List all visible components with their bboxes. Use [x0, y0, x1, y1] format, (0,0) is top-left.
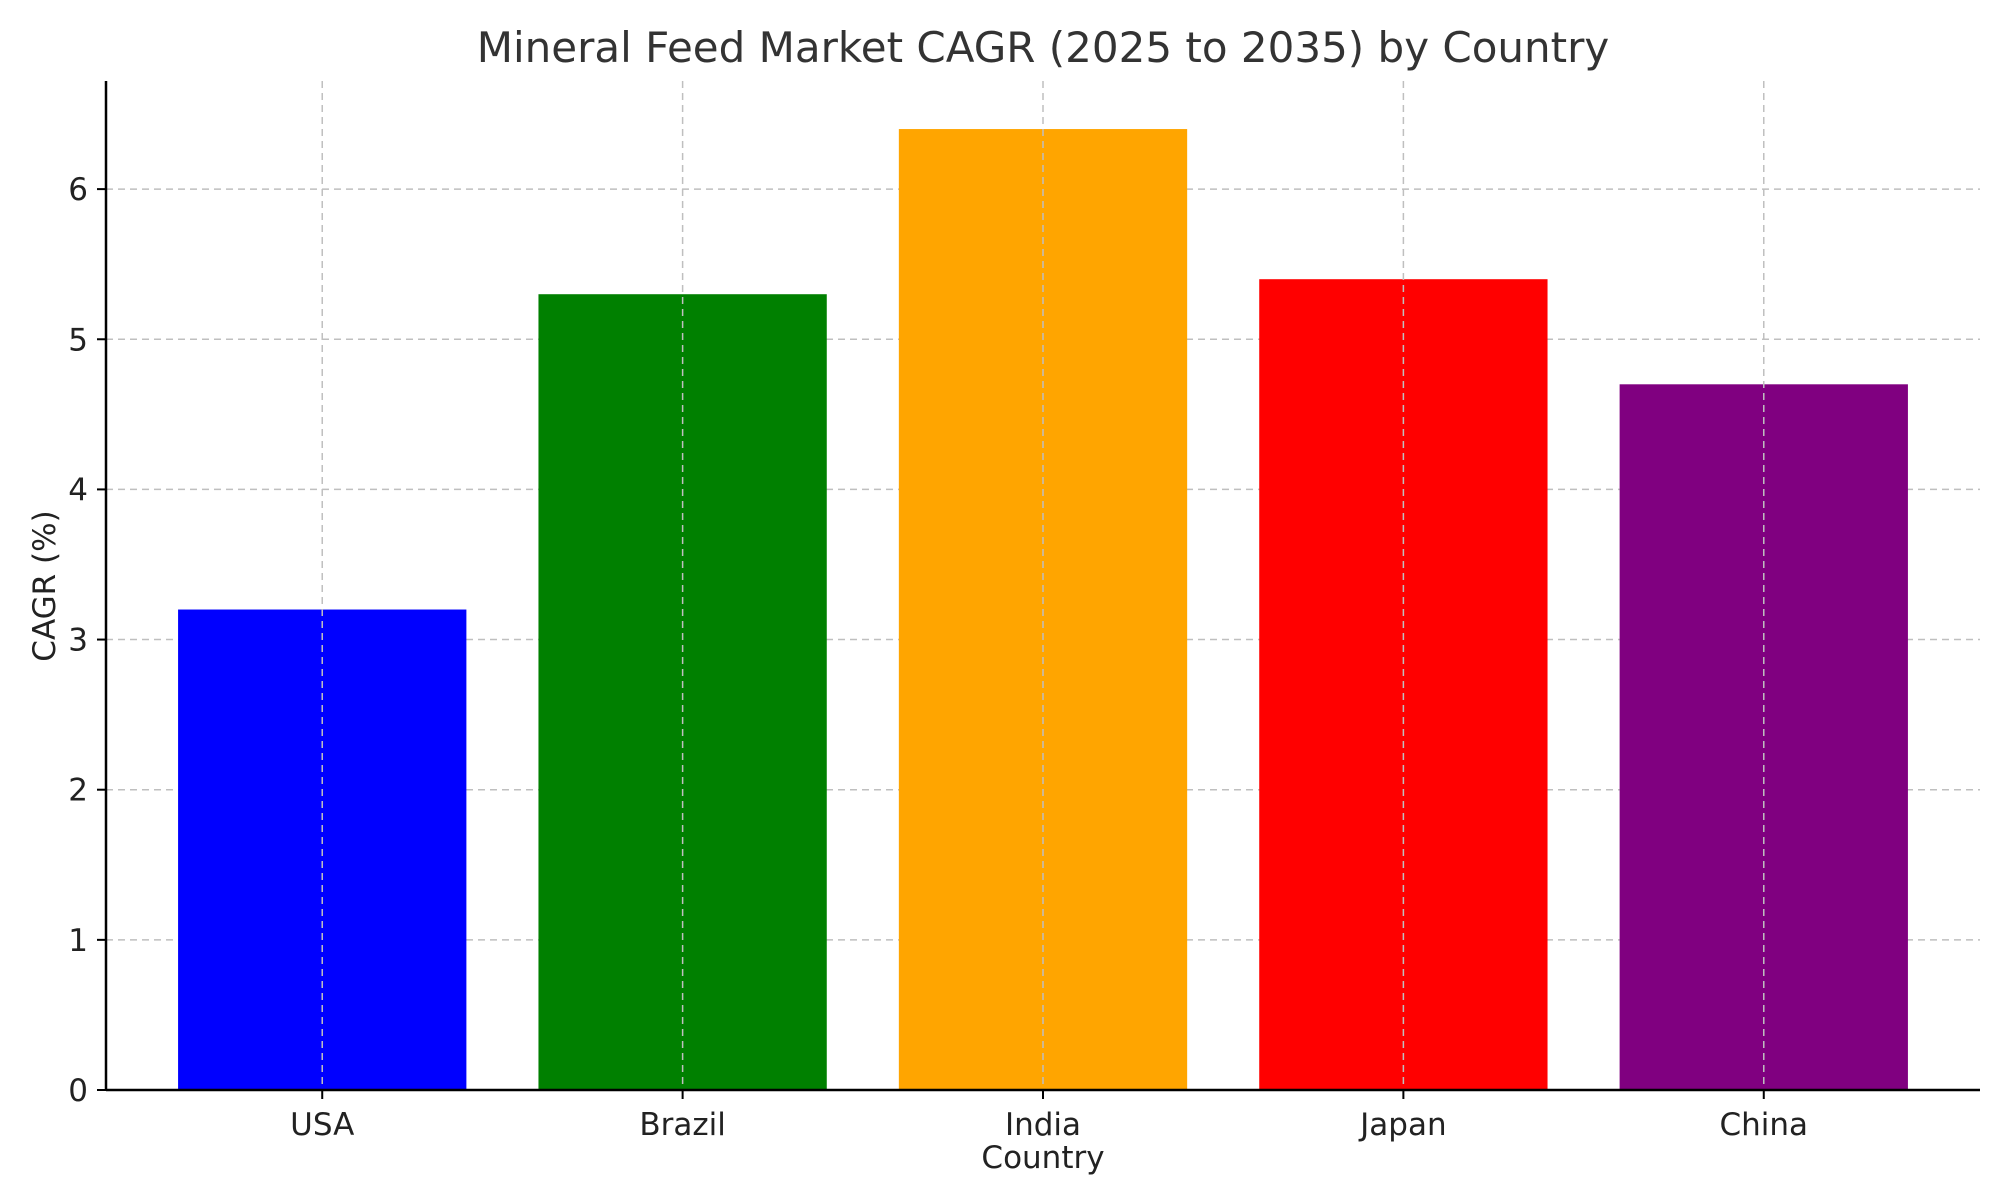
y-tick-label: 2: [68, 773, 88, 809]
x-axis-label: Country: [981, 1140, 1104, 1176]
y-axis-label: CAGR (%): [27, 510, 63, 661]
y-tick-label: 4: [68, 472, 88, 508]
y-tick-label: 1: [68, 923, 88, 959]
y-tick-label: 6: [68, 172, 88, 208]
x-tick-label: India: [1005, 1107, 1081, 1143]
chart-title: Mineral Feed Market CAGR (2025 to 2035) …: [477, 23, 1610, 72]
y-tick-label: 5: [68, 322, 88, 358]
x-tick-label: Brazil: [639, 1107, 726, 1143]
y-tick-label: 0: [68, 1073, 88, 1109]
x-tick-label: USA: [290, 1107, 354, 1143]
y-tick-label: 3: [68, 623, 88, 659]
x-tick-label: Japan: [1358, 1107, 1446, 1143]
vertical-grid-layer: [321, 81, 1765, 1090]
x-tick-label: China: [1719, 1107, 1808, 1143]
ticks-layer: 0 1 2 3 4 5 6 USA Brazil India Japan China: [68, 172, 1808, 1143]
